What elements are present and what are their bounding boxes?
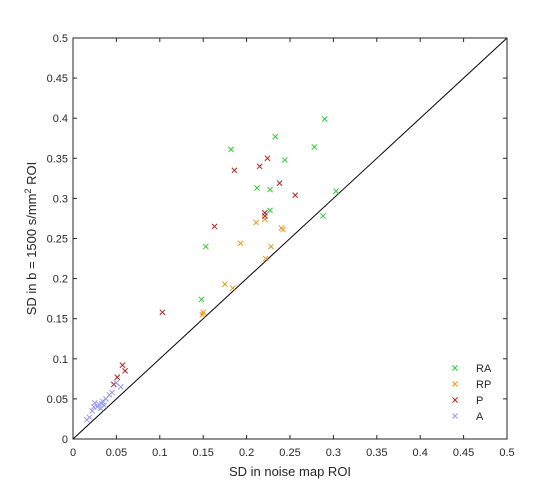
x-tick-label: 0.05: [106, 447, 127, 459]
data-point-ra: [267, 186, 273, 193]
legend-label-a: A: [476, 411, 484, 423]
x-axis-label: SD in noise map ROI: [229, 464, 351, 479]
data-point-rp: [237, 240, 244, 247]
y-tick-label: 0.25: [47, 234, 68, 246]
data-point-p: [256, 163, 263, 170]
data-point-rp: [229, 285, 236, 292]
data-point-ra: [254, 185, 260, 191]
legend-label-ra: RA: [476, 363, 492, 375]
data-point-rp: [280, 226, 287, 233]
data-point-p: [114, 374, 121, 381]
x-axis-ticks: 0 0.05 0.1 0.15 0.2 0.25 0.3 0.35 0.4 0.45 0.5: [70, 38, 515, 459]
data-point-rp: [262, 255, 269, 262]
data-point-p: [159, 309, 166, 316]
data-point-ra: [320, 213, 326, 219]
legend-marker-rp: [452, 381, 458, 387]
x-tick-label: 0.2: [239, 447, 254, 459]
x-tick-label: 0.3: [326, 447, 341, 459]
data-point-rp: [253, 219, 260, 226]
x-tick-label: 0.25: [279, 447, 300, 459]
data-point-p: [110, 381, 117, 388]
x-tick-label: 0.1: [152, 447, 167, 459]
data-point-p: [119, 362, 126, 369]
y-tick-label: 0.45: [47, 73, 68, 85]
identity-reference-line: [72, 37, 508, 440]
data-point-rp: [267, 243, 274, 250]
legend-marker-p: [452, 397, 458, 403]
y-tick-label: 0.1: [53, 354, 68, 366]
y-tick-label: 0.4: [53, 113, 68, 125]
data-point-ra: [198, 296, 205, 303]
y-tick-label: 0.5: [53, 33, 68, 45]
data-point-a: [90, 403, 97, 410]
y-axis-label-superscript: 2: [23, 188, 33, 193]
x-tick-label: 0.35: [366, 447, 387, 459]
data-point-a: [109, 389, 116, 396]
plot-area: 0 0.05 0.1 0.15 0.2 0.25 0.3 0.35 0.4 0.45 0.5 0 0.…: [47, 33, 515, 459]
y-axis-label-tail: ROI: [24, 162, 39, 189]
data-point-p: [211, 223, 218, 230]
data-points: [83, 116, 339, 423]
legend-marker-a: [452, 413, 458, 419]
y-axis-label-main: SD in b = 1500 s/mm: [24, 194, 39, 316]
data-point-rp: [199, 311, 206, 318]
data-point-p: [261, 213, 268, 219]
y-tick-label: 0.3: [53, 193, 68, 205]
legend-label-p: P: [476, 395, 483, 407]
data-point-ra: [267, 207, 273, 214]
data-point-ra: [272, 133, 279, 140]
data-point-p: [292, 192, 299, 199]
data-point-ra: [311, 144, 318, 151]
data-point-ra: [281, 156, 288, 163]
data-point-a: [101, 402, 108, 409]
data-point-a: [89, 407, 96, 414]
data-point-ra: [228, 146, 234, 153]
x-tick-label: 0.4: [413, 447, 428, 459]
data-point-a: [98, 400, 105, 407]
data-point-p: [231, 167, 238, 174]
x-tick-label: 0.5: [499, 447, 514, 459]
data-point-ra: [202, 243, 209, 250]
y-tick-label: 0: [62, 434, 68, 446]
data-point-rp: [221, 281, 228, 288]
legend-label-rp: RP: [476, 379, 491, 391]
y-tick-label: 0.15: [47, 314, 68, 326]
x-tick-label: 0.15: [192, 447, 213, 459]
data-point-a: [113, 379, 120, 386]
x-tick-label: 0.45: [453, 447, 474, 459]
y-tick-label: 0.05: [47, 394, 68, 406]
data-point-a: [83, 416, 90, 423]
y-tick-label: 0.35: [47, 153, 68, 165]
y-axis-label: SD in b = 1500 s/mm2 ROI: [23, 162, 39, 316]
data-point-p: [264, 155, 271, 162]
legend: RA RP PA: [452, 363, 492, 423]
y-axis-ticks: 0 0.05 0.1 0.15 0.2 0.25 0.3 0.35 0.4 0.45 0.5: [47, 33, 507, 446]
data-point-ra: [333, 188, 339, 195]
data-point-p: [122, 367, 129, 374]
x-tick-label: 0: [70, 447, 76, 459]
legend-marker-ra: [452, 365, 458, 371]
y-tick-label: 0.2: [53, 274, 68, 286]
data-point-ra: [321, 116, 328, 122]
data-point-p: [276, 180, 283, 187]
